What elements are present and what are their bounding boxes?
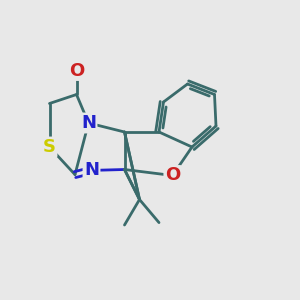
- Text: N: N: [81, 114, 96, 132]
- Text: O: O: [165, 167, 180, 184]
- Text: O: O: [69, 61, 84, 80]
- Text: N: N: [84, 161, 99, 179]
- Text: S: S: [43, 138, 56, 156]
